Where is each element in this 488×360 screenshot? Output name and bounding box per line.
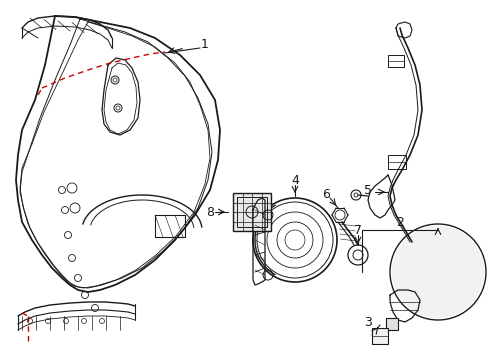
Bar — [387, 55, 403, 67]
Bar — [237, 197, 266, 227]
Bar — [387, 155, 405, 169]
Text: 6: 6 — [322, 189, 329, 202]
Bar — [371, 328, 387, 344]
Text: 8: 8 — [205, 206, 214, 219]
Text: 4: 4 — [290, 174, 298, 186]
Bar — [155, 215, 184, 237]
Circle shape — [391, 226, 483, 318]
Bar — [385, 318, 397, 330]
Text: 7: 7 — [353, 224, 361, 237]
Text: 3: 3 — [364, 315, 371, 328]
Text: 2: 2 — [395, 216, 403, 229]
Text: 5: 5 — [363, 184, 371, 197]
Text: 1: 1 — [201, 39, 208, 51]
Bar — [232, 193, 270, 231]
